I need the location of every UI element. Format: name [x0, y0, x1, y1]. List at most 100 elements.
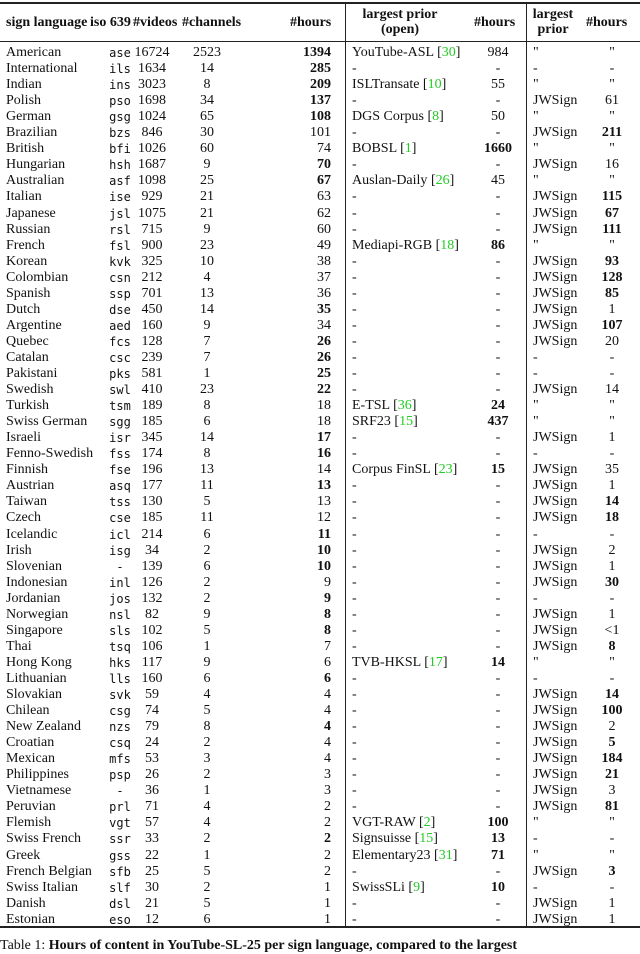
cell-iso: ils — [109, 62, 131, 77]
cell-hours: 12 — [317, 510, 331, 526]
cell-iso: nzs — [109, 720, 131, 735]
cell-sign-language: Pakistani — [6, 366, 58, 381]
cell-hours: 60 — [317, 221, 331, 237]
cell-iso: tss — [109, 495, 131, 510]
cell-channels: 4 — [203, 815, 211, 831]
citation-link[interactable]: 18 — [440, 237, 455, 253]
cell-videos: 3023 — [138, 77, 166, 93]
cell-channels: 5 — [203, 622, 211, 638]
dataset-name: - — [352, 638, 357, 654]
table-row: Polish pso 1698 34 137 - JWSign 61 - — [0, 93, 640, 109]
header-prior-hours: #hours — [586, 14, 628, 30]
citation-link[interactable]: 15 — [419, 831, 434, 847]
citation-link[interactable]: 26 — [435, 173, 450, 189]
cell-prior-open: - — [352, 767, 357, 783]
dataset-name: - — [352, 93, 357, 109]
header-line: prior — [537, 22, 569, 37]
cell-prior: " — [533, 847, 539, 863]
dataset-name: - — [352, 221, 357, 237]
table-row: Swiss German sgg 185 6 18 437 " " SRF23 [15] — [0, 414, 640, 430]
cell-prior-open-hours: - — [495, 382, 501, 398]
cell-prior: JWSign — [533, 157, 578, 173]
cell-channels: 2 — [203, 574, 211, 590]
cell-channels: 9 — [203, 317, 211, 333]
cell-prior-hours: - — [609, 590, 615, 606]
cell-prior: - — [533, 831, 538, 847]
cell-prior-open-hours: - — [495, 703, 501, 719]
cell-videos: 1026 — [138, 141, 166, 157]
cell-iso: - — [116, 559, 124, 574]
dataset-name: SwissSLi — [352, 879, 405, 895]
cell-hours: 38 — [317, 253, 331, 269]
citation-link[interactable]: 31 — [438, 847, 453, 863]
bracket: ] — [411, 398, 417, 414]
cell-channels: 1 — [203, 366, 211, 381]
citation-link[interactable]: 1 — [404, 141, 412, 157]
cell-sign-language: Vietnamese — [6, 783, 72, 799]
cell-videos: 929 — [141, 189, 163, 205]
cell-prior-open-hours: 10 — [491, 879, 505, 895]
cell-channels: 6 — [203, 414, 211, 430]
cell-sign-language: Icelandic — [6, 526, 58, 542]
cell-channels: 2 — [203, 767, 211, 783]
citation-link[interactable]: 10 — [427, 77, 442, 93]
cell-iso: fse — [109, 463, 131, 478]
cell-iso: ise — [109, 190, 131, 205]
table-row: Pakistani pks 581 1 25 - - - - — [0, 366, 640, 382]
cell-sign-language: French — [6, 237, 45, 253]
cell-prior-hours: 30 — [605, 574, 619, 590]
cell-sign-language: Hungarian — [6, 157, 66, 173]
header-videos: #videos — [133, 14, 178, 30]
cell-prior-open-hours: - — [495, 221, 501, 237]
citation-link[interactable]: 23 — [438, 462, 453, 478]
cell-prior: JWSign — [533, 510, 578, 526]
cell-channels: 5 — [203, 494, 211, 510]
cell-hours: 1 — [324, 895, 331, 911]
cell-prior: " — [533, 173, 539, 189]
cell-hours: 22 — [317, 382, 331, 398]
dataset-name: - — [352, 205, 357, 221]
cell-hours: 101 — [310, 125, 331, 141]
dataset-name: - — [352, 606, 357, 622]
cell-prior: JWSign — [533, 269, 578, 285]
citation-link[interactable]: 9 — [413, 879, 421, 895]
cell-sign-language: Indonesian — [6, 574, 68, 590]
cell-prior-open: - — [352, 206, 357, 222]
cell-channels: 9 — [203, 221, 211, 237]
table-row: Korean kvk 325 10 38 - JWSign 93 - — [0, 254, 640, 270]
cell-videos: 57 — [145, 815, 159, 831]
cell-hours: 26 — [317, 349, 331, 365]
cell-hours: 74 — [317, 141, 331, 157]
dataset-name: - — [352, 670, 357, 686]
table-row: Catalan csc 239 7 26 - - - - — [0, 350, 640, 366]
cell-videos: 126 — [141, 574, 163, 590]
citation-link[interactable]: 36 — [397, 398, 412, 414]
cell-iso: gsg — [109, 110, 131, 125]
cell-sign-language: Catalan — [6, 349, 49, 365]
citation-link[interactable]: 2 — [423, 815, 431, 831]
cell-sign-language: Czech — [6, 510, 41, 526]
cell-prior: JWSign — [533, 911, 578, 927]
citation-link[interactable]: 15 — [399, 414, 414, 430]
cell-videos: 174 — [141, 446, 163, 462]
cell-prior-open: - — [352, 559, 357, 575]
dataset-name: - — [352, 269, 357, 285]
bracket: ] — [454, 237, 459, 253]
cell-videos: 59 — [145, 687, 159, 702]
cell-prior-hours: 20 — [605, 333, 619, 349]
cell-prior: JWSign — [533, 382, 578, 398]
citation-link[interactable]: 17 — [428, 654, 443, 670]
cell-hours: 13 — [317, 478, 331, 494]
header-largest-prior: largest prior — [528, 4, 578, 40]
cell-videos: 25 — [145, 863, 159, 879]
citation-link[interactable]: 30 — [441, 45, 456, 60]
cell-prior-hours: 61 — [605, 93, 619, 109]
cell-sign-language: Lithuanian — [6, 670, 67, 686]
cell-channels: 6 — [203, 558, 211, 574]
cell-hours: 16 — [317, 446, 331, 462]
cell-prior-hours: " — [609, 847, 615, 863]
cell-prior-open-hours: 50 — [491, 109, 505, 125]
citation-link[interactable]: 8 — [432, 109, 440, 125]
cell-prior-hours: 14 — [605, 687, 619, 702]
cell-videos: 581 — [141, 366, 163, 381]
